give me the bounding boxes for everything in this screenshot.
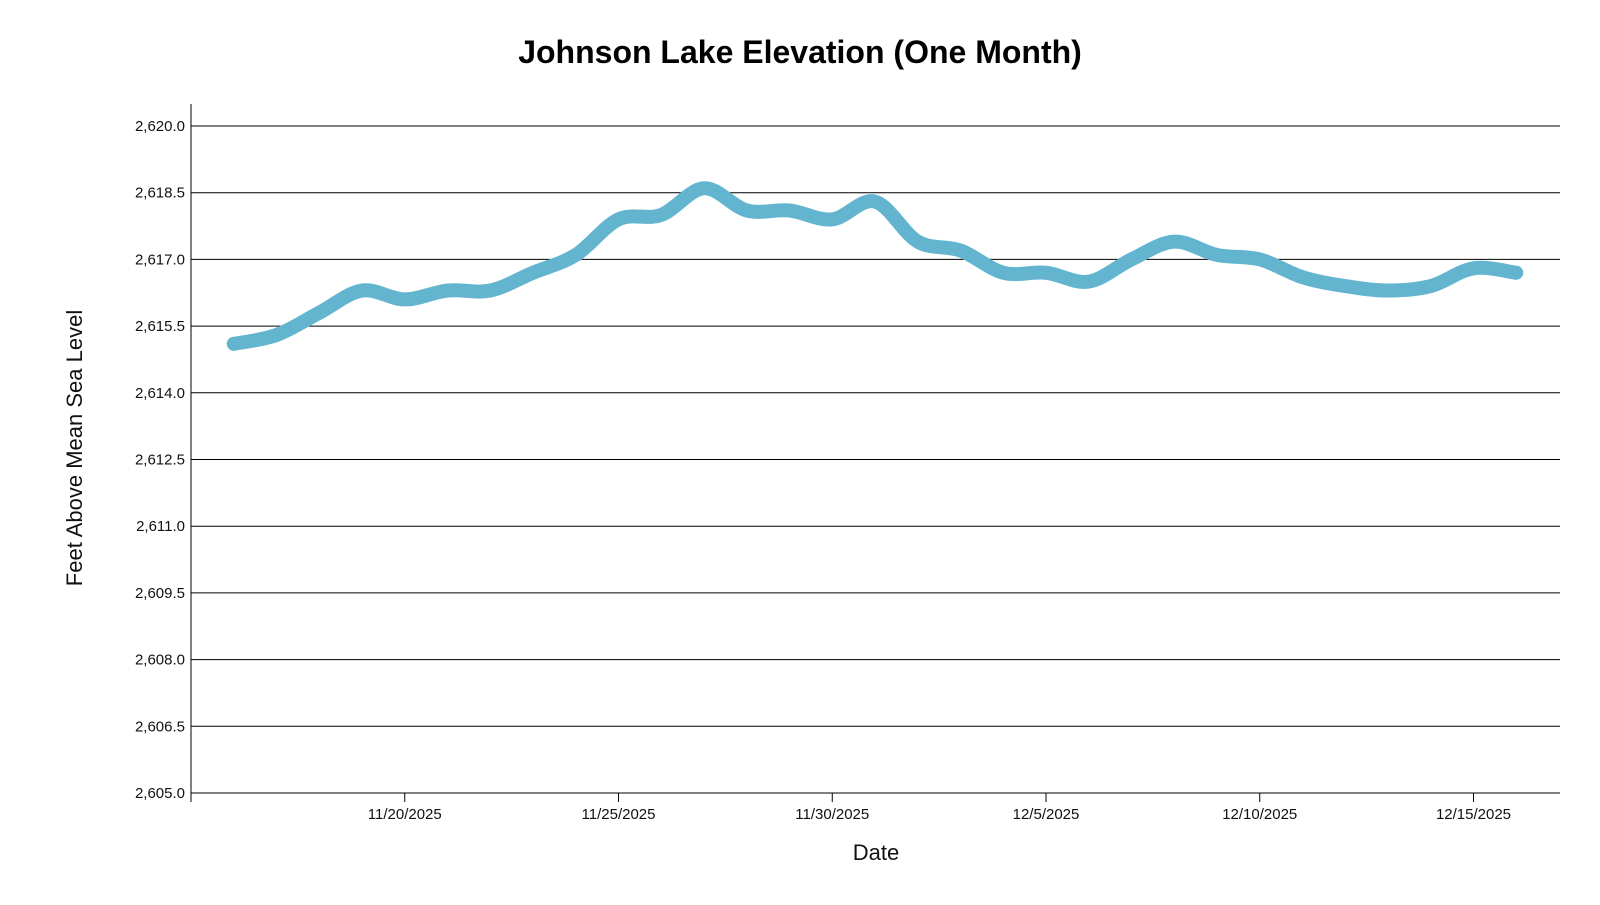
data-point	[442, 285, 454, 297]
data-point	[869, 196, 881, 208]
x-axis-label: Date	[853, 840, 899, 865]
data-point	[1040, 267, 1052, 279]
data-point	[741, 204, 753, 216]
data-point	[1510, 267, 1522, 279]
chart-title: Johnson Lake Elevation (One Month)	[518, 34, 1082, 70]
series-layer	[226, 181, 1524, 351]
data-point	[1339, 280, 1351, 292]
y-tick-label: 2,620.0	[135, 118, 185, 135]
data-point	[271, 329, 283, 341]
data-point	[1254, 253, 1266, 265]
data-point	[698, 182, 710, 194]
x-tick-label: 11/30/2025	[795, 806, 869, 823]
axes	[190, 104, 1560, 794]
data-point	[784, 204, 796, 216]
y-axis-ticks: 2,605.0 2,606.5 2,608.0 2,609.5 2,611.0 2,612…	[135, 118, 185, 802]
y-tick-label: 2,609.5	[135, 585, 185, 602]
x-tick-label: 12/10/2025	[1222, 806, 1297, 823]
y-tick-label: 2,606.5	[135, 718, 185, 735]
data-point	[356, 285, 368, 297]
data-point	[313, 307, 325, 319]
y-tick-label: 2,605.0	[135, 785, 185, 802]
data-point	[826, 213, 838, 225]
x-tick-label: 11/25/2025	[582, 806, 656, 823]
data-point	[1468, 262, 1480, 274]
y-tick-label: 2,608.0	[135, 652, 185, 669]
x-tick-label: 12/5/2025	[1013, 806, 1080, 823]
data-point	[570, 249, 582, 261]
y-tick-label: 2,618.5	[135, 185, 185, 202]
x-axis-ticks: 11/20/2025 11/25/2025 11/30/2025 12/5/2025 1…	[190, 793, 1511, 823]
data-point	[1211, 249, 1223, 261]
data-point	[484, 285, 496, 297]
data-point	[997, 267, 1009, 279]
data-point	[1297, 271, 1309, 283]
data-point	[1083, 276, 1095, 288]
series-line-elevation	[226, 181, 1524, 351]
y-tick-label: 2,612.5	[135, 452, 185, 469]
data-point	[1382, 285, 1394, 297]
y-tick-label: 2,611.0	[136, 518, 185, 535]
x-tick-label: 11/20/2025	[368, 806, 442, 823]
data-point	[912, 236, 924, 248]
data-point	[955, 245, 967, 257]
data-point	[1425, 280, 1437, 292]
data-point	[399, 293, 411, 305]
y-tick-label: 2,617.0	[135, 251, 185, 268]
gridlines	[191, 125, 1560, 794]
data-point	[655, 209, 667, 221]
x-tick-label: 12/15/2025	[1436, 806, 1511, 823]
y-tick-label: 2,614.0	[135, 385, 185, 402]
data-point	[1126, 253, 1138, 265]
data-point	[527, 267, 539, 279]
data-point	[228, 338, 240, 350]
data-point	[613, 213, 625, 225]
y-tick-label: 2,615.5	[135, 318, 185, 335]
data-point	[1168, 236, 1180, 248]
y-axis-label: Feet Above Mean Sea Level	[62, 310, 87, 586]
